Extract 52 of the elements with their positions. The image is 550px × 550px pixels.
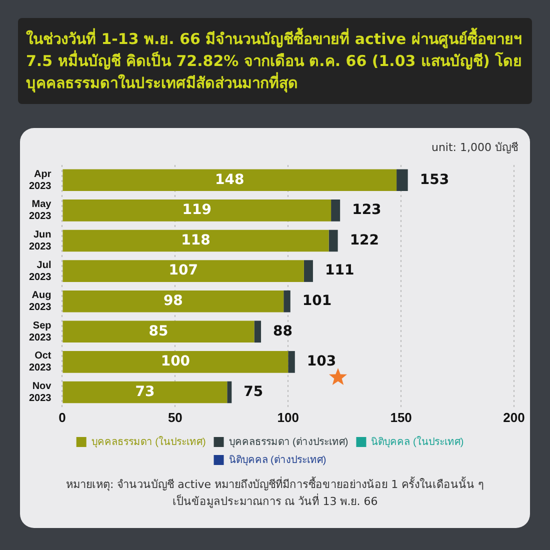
data-label: 119	[182, 202, 212, 218]
text: หมายเหตุ: จำนวนบัญชี active หมายถึงบัญชีที่มีการซื้อขายอย่างน้อย 1 ครั้งในเดือนนั้น ๆ เป็นข้อมูลประมาณการ ณ วันที่ 13 พ.ย. 66	[64, 476, 486, 510]
y-tick-label: Aug 2023	[28, 290, 52, 314]
data-label: 118	[181, 232, 210, 248]
y-tick-label: Nov 2023	[28, 381, 52, 404]
bar	[62, 351, 288, 373]
bar	[227, 381, 232, 404]
bar	[62, 290, 284, 312]
bar	[328, 230, 338, 252]
legend-label: นิติบุคคล (ต่างประเทศ)	[228, 454, 326, 466]
bar	[62, 230, 329, 252]
data-label: 107	[168, 262, 198, 279]
y-tick-label: May 2023	[28, 199, 52, 222]
data-label: 73	[135, 384, 155, 400]
bar	[62, 381, 228, 404]
bar	[254, 320, 262, 343]
bar	[62, 169, 397, 192]
text: unit: 1,000 บัญชี	[431, 140, 518, 156]
x-tick-label: 0	[58, 410, 66, 425]
chart-title: ในช่วงวันที่ 1-13 พ.ย. 66 มีจำนวนบัญชีซื้อขายที่ active ผ่านศูนย์ซื้อขายฯ 7.5 หมื่นบัญชี คิดเป็น 72.82% จากเดือน ต.ค. 66 (1.03 แสนบัญชี) โดยบุคคลธรรมดาในประเทศมีสัดส่วนมากที่สุด	[18, 18, 532, 104]
legend-label: บุคคลธรรมดา (ในประเทศ)	[91, 436, 206, 448]
legend-label: บุคคลธรรมดา (ต่างประเทศ)	[228, 436, 348, 448]
total-label: 122	[350, 232, 380, 248]
data-label: 85	[148, 323, 168, 340]
data-label: 148	[215, 172, 244, 188]
total-label: 103	[306, 354, 336, 370]
legend-label: นิติบุคคล (ในประเทศ)	[371, 436, 464, 448]
bar	[62, 200, 332, 222]
total-label: 123	[352, 202, 382, 218]
bar	[288, 351, 295, 373]
data-label: 100	[160, 354, 190, 370]
total-label: 153	[420, 172, 450, 188]
bar	[62, 260, 304, 282]
bar	[331, 200, 340, 222]
bar	[304, 260, 313, 282]
x-tick-label: 200	[503, 410, 525, 425]
data-label: 98	[163, 292, 183, 309]
bar	[284, 290, 290, 312]
total-label: 101	[302, 292, 332, 309]
y-tick-label: Oct 2023	[28, 350, 52, 374]
y-tick-label: Jul 2023	[28, 260, 52, 283]
bar	[396, 169, 408, 192]
x-tick-label: 100	[277, 410, 299, 425]
total-label: 88	[273, 323, 292, 340]
total-label: 111	[324, 262, 354, 279]
y-tick-label: Apr 2023	[28, 168, 52, 192]
x-tick-label: 50	[168, 410, 182, 425]
bar	[62, 320, 254, 343]
y-tick-label: Jun 2023	[28, 230, 52, 252]
total-label: 75	[244, 384, 264, 400]
x-tick-label: 150	[390, 410, 412, 425]
y-tick-label: Sep 2023	[28, 320, 52, 344]
